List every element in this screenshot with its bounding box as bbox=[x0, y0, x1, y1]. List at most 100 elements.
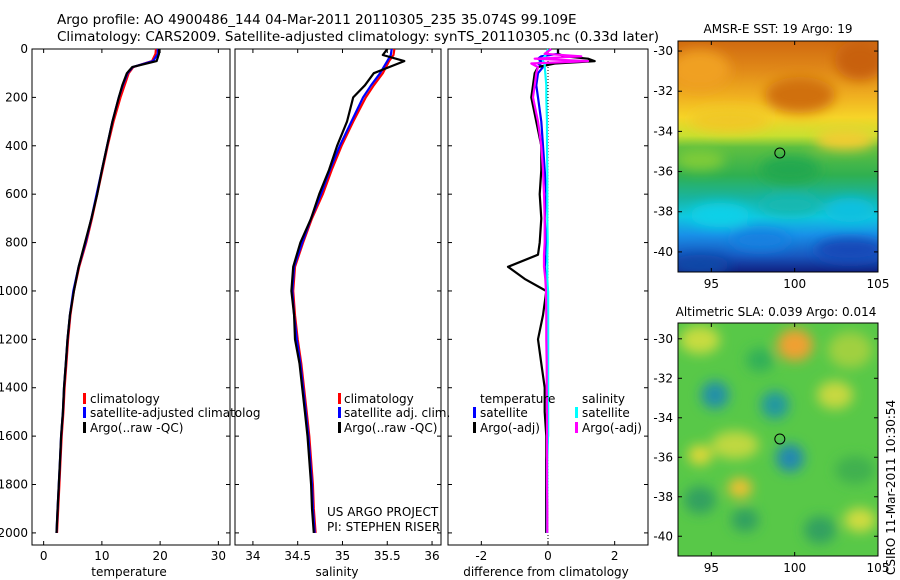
sla-heatmap bbox=[678, 323, 878, 556]
series-line-temperature-argo-adj- bbox=[506, 49, 596, 533]
sst-map-axes: 95 100 105 -30 -32 -34 -36 -38 -40 bbox=[653, 41, 889, 291]
depth-tick-label: 1000 bbox=[0, 284, 28, 298]
depth-tick-label: 0 bbox=[20, 42, 28, 56]
salinity-legend: climatology satellite adj. clim. Argo(..… bbox=[338, 392, 450, 435]
lon-tick-label: 105 bbox=[867, 277, 890, 291]
difference-xlabel: difference from climatology bbox=[463, 565, 629, 579]
lat-tick-label: -40 bbox=[653, 529, 673, 543]
lon-tick-label: 95 bbox=[704, 561, 719, 575]
depth-tick-label: 400 bbox=[5, 139, 28, 153]
temperature-x-axis: 0 10 20 30 bbox=[40, 49, 226, 563]
salinity-depth-ticks bbox=[235, 48, 441, 534]
x-tick-label: 30 bbox=[211, 549, 226, 563]
x-tick-label: 35 bbox=[335, 549, 350, 563]
salinity-x-axis: 34 34.5 35 35.5 36 bbox=[245, 49, 440, 563]
depth-tick-label: 800 bbox=[5, 236, 28, 250]
legend-swatch-climatology bbox=[83, 393, 86, 404]
series-line-satellite-adjusted-climatolog bbox=[55, 49, 159, 533]
depth-tick-label: 200 bbox=[5, 90, 28, 104]
depth-tick-label: 2000 bbox=[0, 526, 28, 540]
lon-tick-label: 100 bbox=[783, 277, 806, 291]
legend-label-sal-satellite: satellite bbox=[582, 406, 630, 420]
x-tick-label: 2 bbox=[611, 549, 619, 563]
x-tick-label: 10 bbox=[94, 549, 109, 563]
lon-tick-label: 100 bbox=[783, 561, 806, 575]
x-tick-label: 34 bbox=[245, 549, 260, 563]
sst-map-title: AMSR-E SST: 19 Argo: 19 bbox=[704, 22, 853, 36]
temperature-profile-lines bbox=[55, 48, 161, 533]
temperature-xlabel: temperature bbox=[91, 565, 166, 579]
legend-label-climatology: climatology bbox=[90, 392, 160, 406]
difference-legend: temperature satellite Argo(-adj) salinit… bbox=[473, 392, 642, 435]
difference-panel: -2 0 2 difference from climatology tempera… bbox=[447, 48, 649, 579]
temperature-axes-frame bbox=[31, 48, 231, 546]
legend-label-argo: Argo(..raw -QC) bbox=[90, 421, 183, 435]
lat-tick-label: -36 bbox=[653, 165, 673, 179]
salinity-axes-frame bbox=[234, 48, 442, 546]
argo-float-marker-sst bbox=[774, 147, 786, 159]
depth-axis: 0 200 400 600 800 1000 1200 1400 1600 1800 2000 bbox=[0, 42, 230, 540]
salinity-xlabel: salinity bbox=[315, 565, 358, 579]
profile-header-line-2: Climatology: CARS2009. Satellite-adjuste… bbox=[57, 29, 660, 45]
sla-map-frame bbox=[677, 322, 879, 557]
legend-label-satellite: satellite adj. clim. bbox=[344, 406, 450, 420]
salinity-profile-lines bbox=[290, 48, 406, 533]
lat-tick-label: -30 bbox=[653, 44, 673, 58]
legend-heading-temperature: temperature bbox=[480, 392, 555, 406]
temperature-panel: 0 200 400 600 800 1000 1200 1400 1600 1800 2000 0 1… bbox=[0, 42, 260, 579]
legend-swatch-argo bbox=[83, 422, 86, 433]
legend-swatch-temp-argo bbox=[473, 422, 476, 433]
lat-tick-label: -38 bbox=[653, 490, 673, 504]
sla-map-panel: Altimetric SLA: 0.039 Argo: 0.014 bbox=[653, 305, 889, 575]
series-line-argo-raw-qc- bbox=[55, 49, 161, 533]
legend-label-temp-satellite: satellite bbox=[480, 406, 528, 420]
x-tick-label: 0 bbox=[544, 549, 552, 563]
x-tick-label: -2 bbox=[475, 549, 487, 563]
depth-tick-label: 1600 bbox=[0, 429, 28, 443]
legend-label-satellite: satellite-adjusted climatolog bbox=[90, 406, 260, 420]
legend-heading-salinity: salinity bbox=[582, 392, 625, 406]
lat-tick-label: -32 bbox=[653, 371, 673, 385]
argo-float-marker-sla bbox=[774, 433, 786, 445]
depth-tick-label: 1400 bbox=[0, 381, 28, 395]
legend-swatch-sal-argo bbox=[575, 422, 578, 433]
legend-swatch-sal-satellite bbox=[575, 407, 578, 418]
series-line-satellite-adj-clim- bbox=[291, 48, 393, 533]
x-tick-label: 34.5 bbox=[284, 549, 311, 563]
lat-tick-label: -30 bbox=[653, 332, 673, 346]
timestamp: CSIRO 11-Mar-2011 10:30:54 bbox=[884, 400, 898, 575]
legend-swatch-argo bbox=[338, 422, 341, 433]
sst-map-frame bbox=[677, 40, 879, 273]
lat-tick-label: -34 bbox=[653, 411, 673, 425]
difference-profile-lines bbox=[506, 48, 596, 533]
legend-label-climatology: climatology bbox=[344, 392, 414, 406]
lat-tick-label: -32 bbox=[653, 84, 673, 98]
depth-tick-label: 1200 bbox=[0, 332, 28, 346]
salinity-panel: 34 34.5 35 35.5 36 salinity climatology sate… bbox=[234, 48, 450, 579]
temperature-legend: climatology satellite-adjusted climatolo… bbox=[83, 392, 260, 435]
sst-heatmap bbox=[678, 41, 878, 272]
x-tick-label: 35.5 bbox=[374, 549, 401, 563]
x-tick-label: 0 bbox=[40, 549, 48, 563]
lon-tick-label: 95 bbox=[704, 277, 719, 291]
x-tick-label: 20 bbox=[152, 549, 167, 563]
sla-map-axes: 95 100 105 -30 -32 -34 -36 -38 -40 bbox=[653, 323, 889, 575]
lon-tick-label: 105 bbox=[867, 561, 890, 575]
x-tick-label: 36 bbox=[424, 549, 439, 563]
sst-map-panel: AMSR-E SST: 19 Argo: 19 95 100 105 -30 -32 bbox=[653, 22, 889, 291]
legend-swatch-temp-satellite bbox=[473, 407, 476, 418]
series-line-argo-raw-qc- bbox=[290, 48, 406, 533]
legend-label-temp-argo: Argo(-adj) bbox=[480, 421, 540, 435]
legend-label-argo: Argo(..raw -QC) bbox=[344, 421, 437, 435]
legend-swatch-climatology bbox=[338, 393, 341, 404]
sla-map-title: Altimetric SLA: 0.039 Argo: 0.014 bbox=[676, 305, 877, 319]
series-line-salinity-argo-adj- bbox=[530, 48, 590, 533]
legend-swatch-satellite bbox=[338, 407, 341, 418]
credits-pi: PI: STEPHEN RISER bbox=[327, 520, 440, 534]
lat-tick-label: -34 bbox=[653, 124, 673, 138]
lat-tick-label: -40 bbox=[653, 245, 673, 259]
series-line-climatology bbox=[55, 48, 158, 533]
legend-label-sal-argo: Argo(-adj) bbox=[582, 421, 642, 435]
lat-tick-label: -36 bbox=[653, 450, 673, 464]
